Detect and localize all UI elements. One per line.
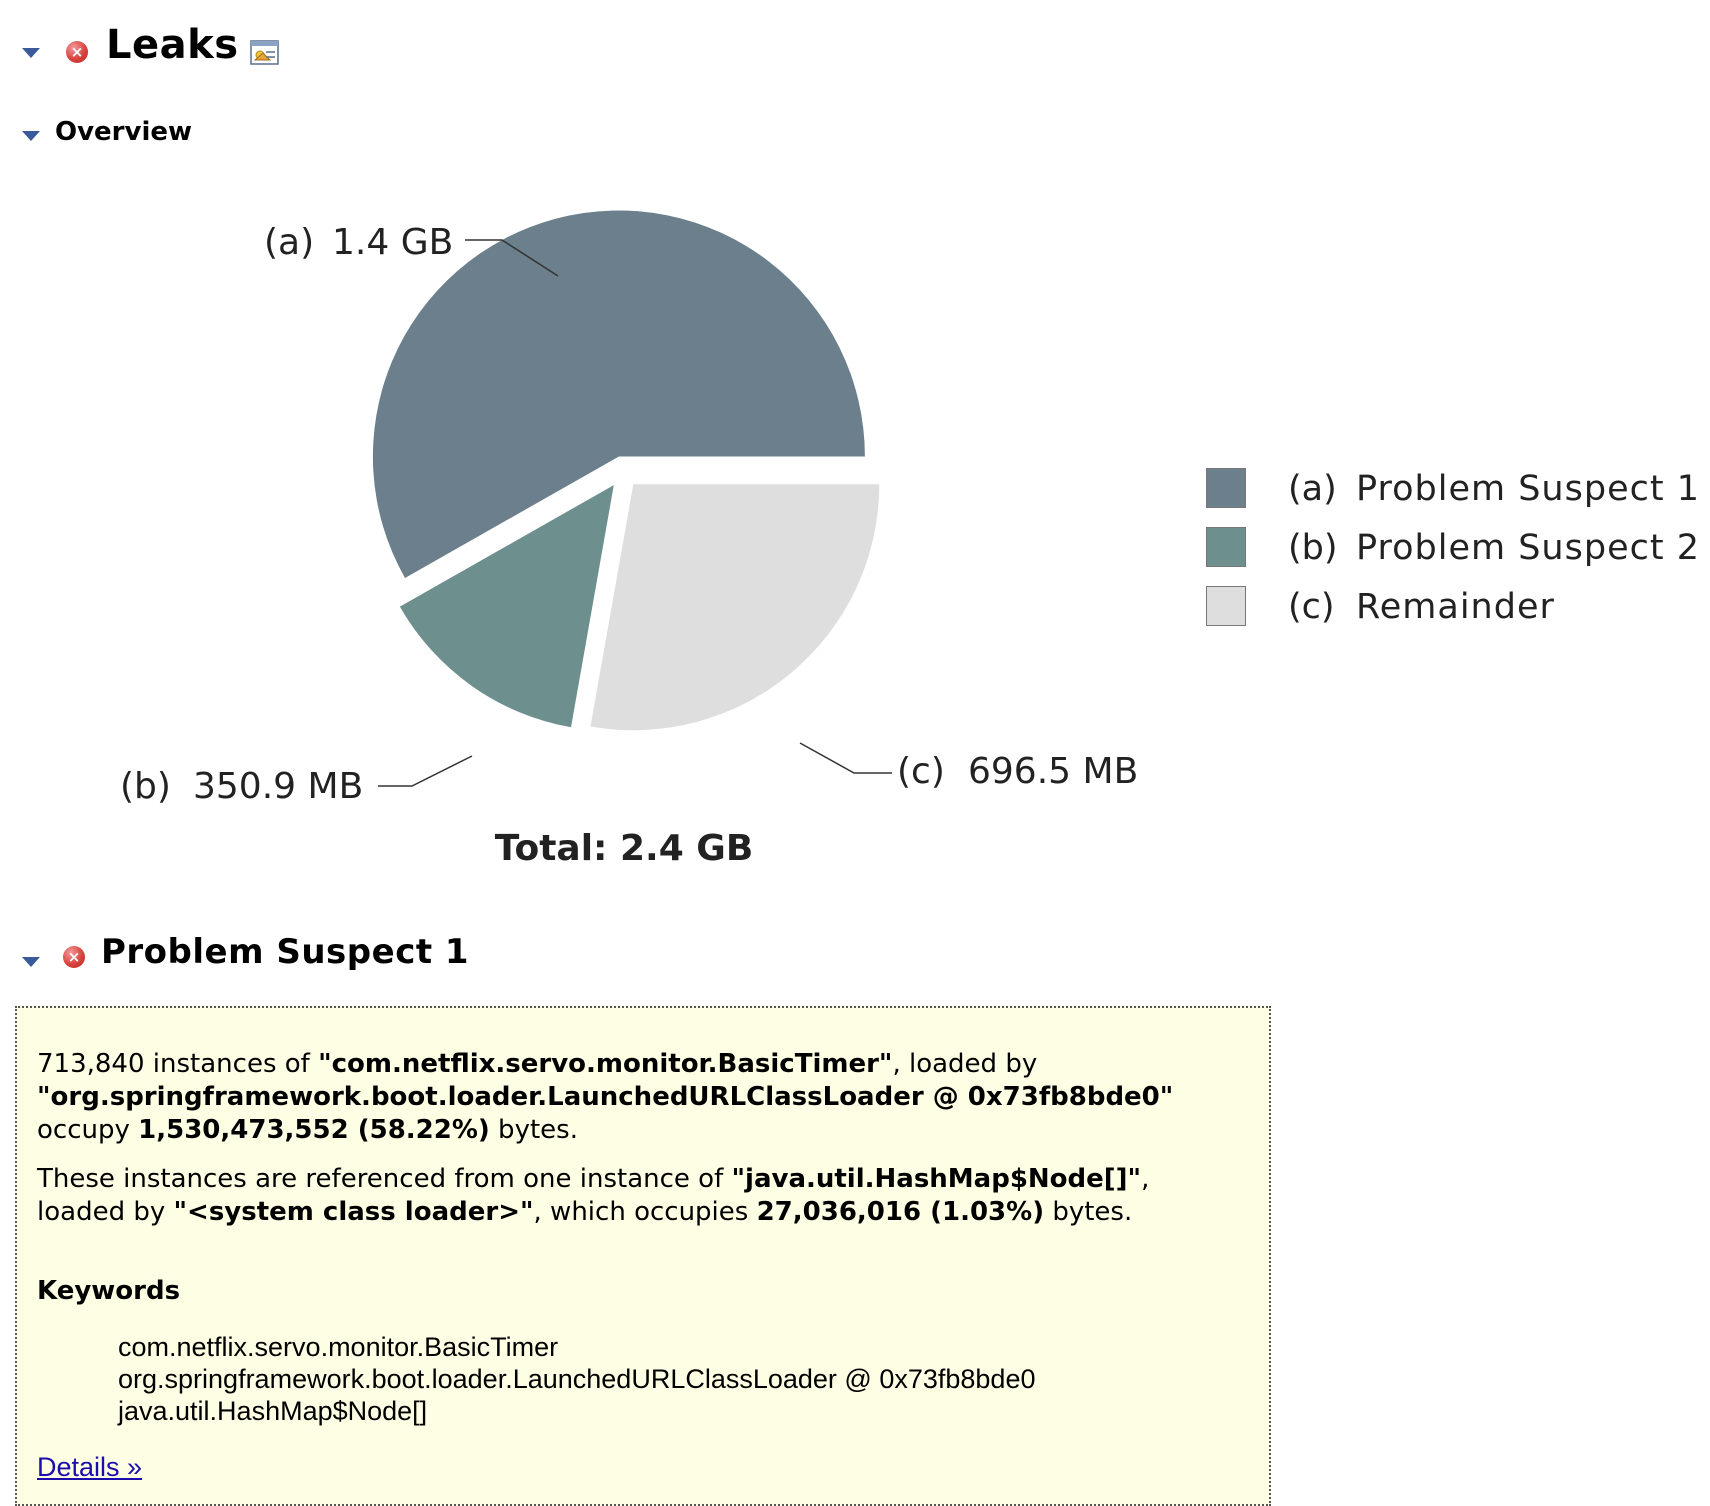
keyword-item: org.springframework.boot.loader.Launched… xyxy=(118,1364,1036,1394)
collapse-leaks-toggle[interactable] xyxy=(22,48,40,58)
text-fragment: , xyxy=(1141,1164,1150,1194)
text-fragment: These instances are referenced from one … xyxy=(37,1164,732,1194)
suspect-class-name: "com.netflix.servo.monitor.BasicTimer" xyxy=(318,1049,893,1079)
text-fragment: , loaded by xyxy=(892,1049,1038,1079)
keyword-item: java.util.HashMap$Node[] xyxy=(118,1396,428,1426)
keywords-list: com.netflix.servo.monitor.BasicTimer org… xyxy=(118,1331,1035,1427)
referencing-loader: "<system class loader>" xyxy=(173,1197,534,1227)
pie-label-c-key: (c) xyxy=(897,751,945,792)
keyword-item: com.netflix.servo.monitor.BasicTimer xyxy=(118,1332,559,1362)
pie-slice-remainder[interactable] xyxy=(590,484,880,731)
legend-swatch-c xyxy=(1206,586,1246,626)
suspect-class-loader: "org.springframework.boot.loader.Launche… xyxy=(37,1082,1174,1112)
pie-slice-problem-suspect-2[interactable] xyxy=(399,485,614,728)
document-icon[interactable] xyxy=(250,40,280,70)
collapse-overview-toggle[interactable] xyxy=(22,131,40,141)
legend-item: (a) Problem Suspect 1 xyxy=(1206,468,1706,510)
pie-label-c-value: 696.5 MB xyxy=(968,751,1138,792)
text-fragment: bytes. xyxy=(1044,1197,1133,1227)
suspect-summary: 713,840 instances of "com.netflix.servo.… xyxy=(37,1048,1257,1147)
section-title-problem-suspect: Problem Suspect 1 xyxy=(101,932,470,972)
error-icon: × xyxy=(66,41,88,63)
referencing-class: "java.util.HashMap$Node[]" xyxy=(731,1164,1142,1194)
leader-line-b xyxy=(378,755,473,787)
legend-label: Problem Suspect 2 xyxy=(1356,528,1700,568)
legend-item: (c) Remainder xyxy=(1206,586,1706,628)
leader-line-a xyxy=(465,239,559,277)
text-fragment: instances of xyxy=(144,1049,319,1079)
text-fragment: , which occupies xyxy=(533,1197,757,1227)
pie-chart: (a) 1.4 GB (b) 350.9 MB (c) 696.5 MB Tot… xyxy=(120,210,1138,869)
pie-label-a-value: 1.4 GB xyxy=(332,222,453,263)
legend-item: (b) Problem Suspect 2 xyxy=(1206,527,1706,569)
pie-total-label: Total: 2.4 GB xyxy=(495,828,754,869)
legend-label: Problem Suspect 1 xyxy=(1356,469,1700,509)
section-title-overview: Overview xyxy=(55,117,193,147)
legend-key: (b) xyxy=(1288,528,1338,568)
pie-slice-problem-suspect-1[interactable] xyxy=(372,210,865,578)
keywords-heading: Keywords xyxy=(37,1276,181,1306)
leader-line-c xyxy=(799,742,892,774)
pie-label-b-key: (b) xyxy=(120,766,171,807)
instance-count: 713,840 xyxy=(37,1049,145,1079)
text-fragment: bytes. xyxy=(489,1115,578,1145)
legend-key: (a) xyxy=(1288,469,1337,509)
text-fragment: occupy xyxy=(37,1115,139,1145)
pie-label-b-value: 350.9 MB xyxy=(193,766,363,807)
referencing-size: 27,036,016 (1.03%) xyxy=(756,1197,1045,1227)
legend-swatch-b xyxy=(1206,527,1246,567)
page-title: Leaks xyxy=(106,22,239,68)
pie-label-a-key: (a) xyxy=(264,222,314,263)
retained-size: 1,530,473,552 (58.22%) xyxy=(138,1115,490,1145)
details-link[interactable]: Details » xyxy=(37,1452,143,1482)
legend-label: Remainder xyxy=(1356,587,1555,627)
collapse-problem-suspect-toggle[interactable] xyxy=(22,957,40,967)
legend-key: (c) xyxy=(1288,587,1335,627)
legend-swatch-a xyxy=(1206,468,1246,508)
suspect-description-box: 713,840 instances of "com.netflix.servo.… xyxy=(15,1006,1271,1506)
text-fragment: loaded by xyxy=(37,1197,174,1227)
error-icon: × xyxy=(63,946,85,968)
reference-summary: These instances are referenced from one … xyxy=(37,1163,1257,1229)
